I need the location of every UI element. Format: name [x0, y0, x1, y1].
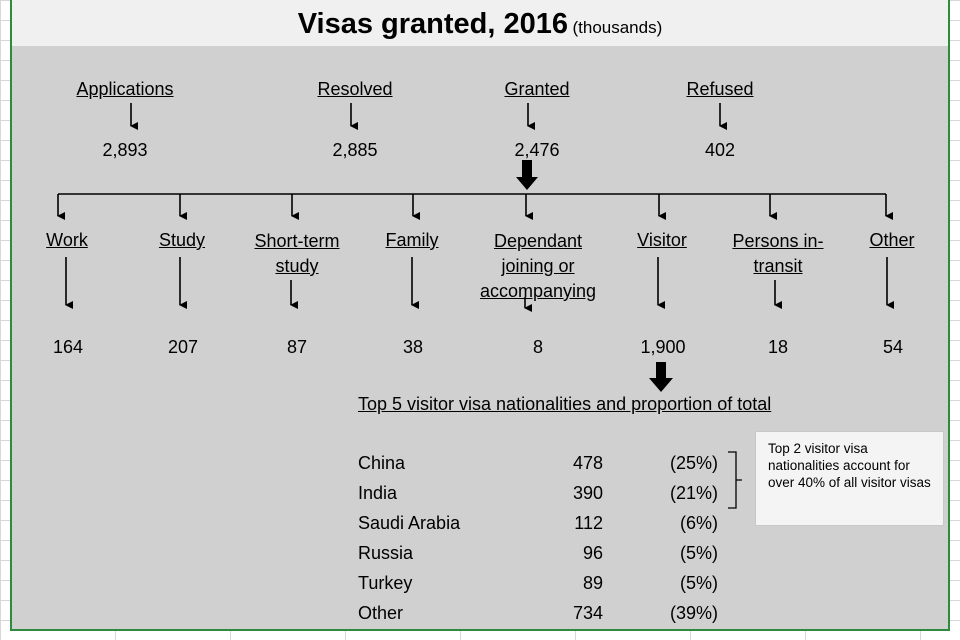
category-label-short-term-study: Short-term study: [254, 231, 340, 276]
category-value-family: 38: [402, 337, 424, 357]
nationality-share: (6%): [679, 513, 718, 533]
nationality-share: (39%): [669, 603, 718, 623]
nationality-name: Russia: [358, 543, 414, 563]
nationality-share: (21%): [669, 483, 718, 503]
stage-value-granted: 2,476: [514, 140, 560, 160]
note-text: Top 2 visitor visa nationalities account…: [768, 441, 931, 490]
nationality-value: 734: [572, 603, 603, 623]
nationality-value: 96: [582, 543, 603, 563]
nationality-share: (5%): [679, 543, 718, 563]
stage-label-resolved: Resolved: [317, 79, 393, 99]
nationality-name: India: [358, 483, 398, 503]
nationality-value: 478: [572, 453, 603, 473]
stage-value-resolved: 2,885: [332, 140, 378, 160]
category-value-short-term-study: 87: [286, 337, 308, 357]
category-value-other: 54: [882, 337, 904, 357]
nationality-name: Turkey: [358, 573, 413, 593]
category-value-work: 164: [52, 337, 84, 357]
stage-value-applications: 2,893: [102, 140, 148, 160]
category-label-persons-in-transit: Persons in-transit: [732, 231, 824, 276]
stage-label-granted: Granted: [504, 79, 570, 99]
category-label-dependant: Dependant joining or accompanying: [479, 231, 597, 301]
category-value-persons-in-transit: 18: [767, 337, 789, 357]
nationality-share: (25%): [669, 453, 718, 473]
thick-arrow-granted: [516, 160, 538, 190]
category-label-study: Study: [158, 230, 206, 250]
title-sub: (thousands): [572, 18, 663, 37]
title-bar: Visas granted, 2016 (thousands): [10, 0, 950, 46]
category-label-visitor: Visitor: [637, 230, 687, 250]
category-value-dependant: 8: [532, 337, 544, 357]
title-main: Visas granted, 2016: [297, 8, 569, 40]
bracket: [728, 451, 742, 509]
category-label-work: Work: [46, 230, 88, 250]
category-value-study: 207: [167, 337, 199, 357]
nationality-value: 89: [582, 573, 603, 593]
nationalities-heading: Top 5 visitor visa nationalities and pro…: [358, 394, 772, 414]
thick-arrow-visitor: [649, 362, 673, 392]
category-value-visitor: 1,900: [640, 337, 686, 357]
stage-label-refused: Refused: [686, 79, 754, 99]
nationality-value: 112: [574, 513, 603, 533]
nationality-value: 390: [572, 483, 603, 503]
category-label-family: Family: [385, 230, 439, 250]
stage-label-applications: Applications: [76, 79, 174, 99]
nationality-share: (5%): [679, 573, 718, 593]
stage-value-refused: 402: [704, 140, 736, 160]
page-title: Visas granted, 2016 (thousands): [12, 8, 948, 41]
nationality-name: Other: [358, 603, 404, 623]
note-box: Top 2 visitor visa nationalities account…: [755, 431, 944, 526]
category-label-other: Other: [869, 230, 915, 250]
nationality-name: China: [358, 453, 406, 473]
nationality-name: Saudi Arabia: [358, 513, 461, 533]
